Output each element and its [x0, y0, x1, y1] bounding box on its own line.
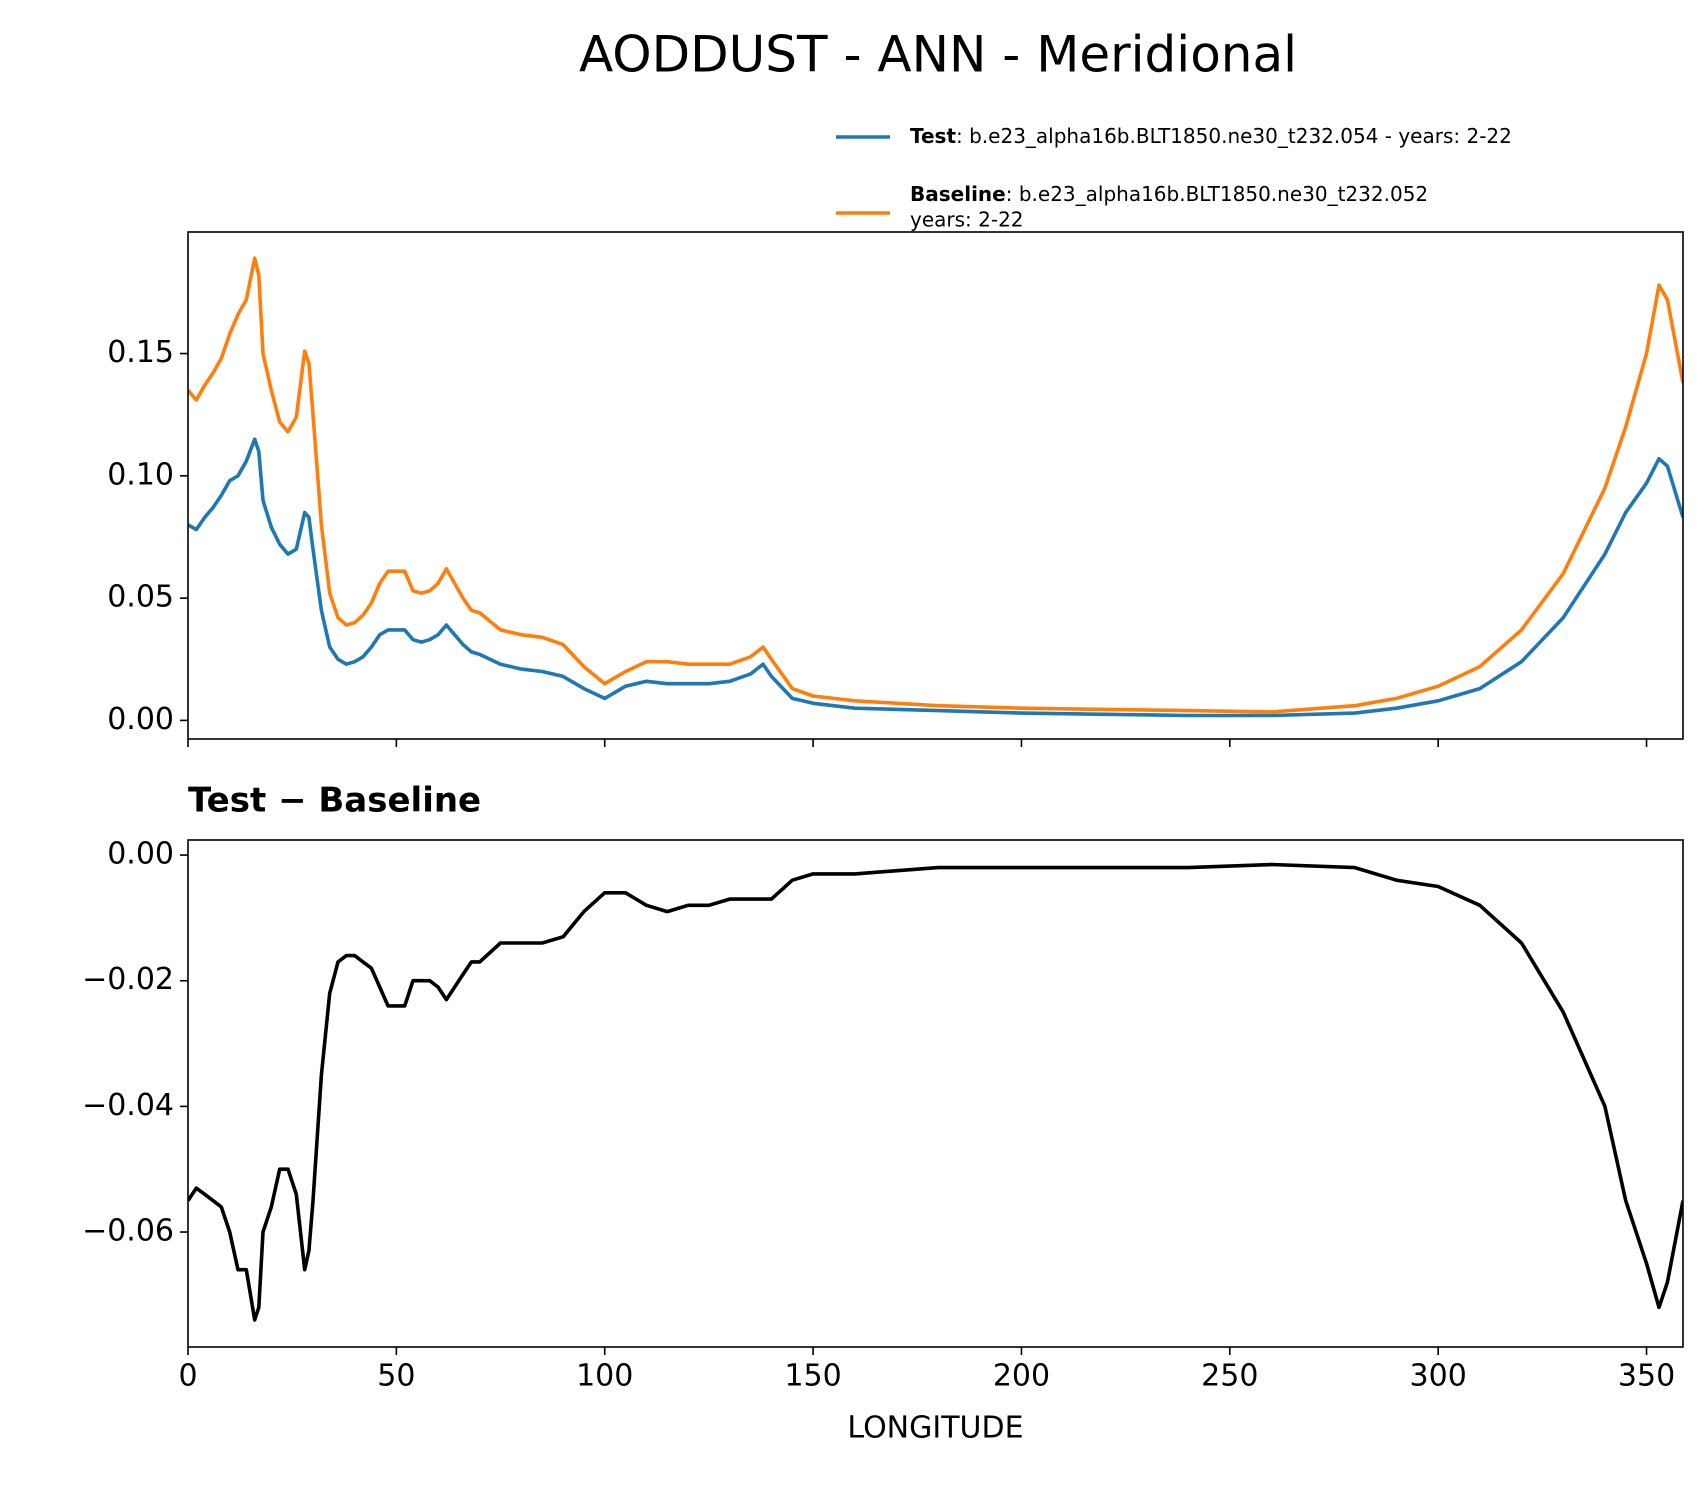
- figure-title: AODDUST - ANN - Meridional: [579, 26, 1297, 84]
- subplot-title: Test − Baseline: [188, 781, 481, 821]
- series-line: [188, 862, 1683, 1322]
- x-tick-label: 150: [784, 1359, 841, 1394]
- legend-name: Baseline: [910, 182, 1006, 206]
- series-line: [188, 437, 1683, 718]
- x-tick-label: 200: [993, 1359, 1050, 1394]
- y-tick-label: −0.02: [82, 962, 174, 997]
- axes-frame: [187, 231, 1684, 740]
- y-tick-label: 0.00: [107, 837, 174, 872]
- y-tick-label: 0.15: [107, 335, 174, 370]
- x-tick-label: 50: [377, 1359, 415, 1394]
- legend-text: : b.e23_alpha16b.BLT1850.ne30_t232.052: [1006, 182, 1428, 206]
- y-tick-label: −0.06: [82, 1214, 174, 1249]
- legend-entry: Test: b.e23_alpha16b.BLT1850.ne30_t232.0…: [910, 124, 1512, 148]
- x-tick-label: 0: [178, 1359, 197, 1394]
- legend-name: Test: [910, 124, 956, 148]
- x-tick-label: 300: [1410, 1359, 1467, 1394]
- legend-text: : b.e23_alpha16b.BLT1850.ne30_t232.054 -…: [956, 124, 1512, 148]
- axes-frame: [187, 839, 1684, 1348]
- x-tick-label: 350: [1618, 1359, 1675, 1394]
- legend-entry: Baseline: b.e23_alpha16b.BLT1850.ne30_t2…: [910, 182, 1428, 206]
- series-line: [188, 256, 1683, 714]
- y-tick-label: 0.00: [107, 702, 174, 737]
- y-tick-label: 0.10: [107, 457, 174, 492]
- x-tick-label: 100: [576, 1359, 633, 1394]
- x-tick-label: 250: [1201, 1359, 1258, 1394]
- legend-text: years: 2-22: [910, 208, 1024, 232]
- y-tick-label: 0.05: [107, 580, 174, 615]
- y-tick-label: −0.04: [82, 1088, 174, 1123]
- x-axis-label: LONGITUDE: [847, 1411, 1023, 1446]
